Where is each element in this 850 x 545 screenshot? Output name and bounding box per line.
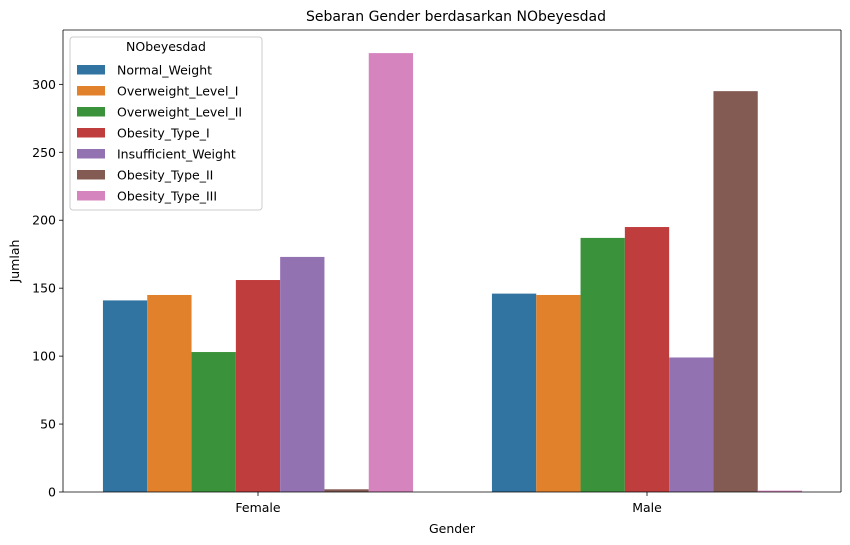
- y-tick-label: 0: [48, 485, 56, 500]
- legend-label-obesity-type-i: Obesity_Type_I: [117, 126, 210, 141]
- bar-obesity-type-iii-male: [757, 490, 803, 492]
- bars-layer: [102, 53, 803, 492]
- y-tick-label: 150: [32, 281, 56, 296]
- y-tick-label: 250: [32, 145, 56, 160]
- y-tick-label: 100: [32, 349, 56, 364]
- y-tick-label: 300: [32, 77, 56, 92]
- bar-normal-weight-male: [491, 293, 537, 492]
- bar-obesity-type-iii-female: [368, 53, 414, 492]
- legend-label-obesity-type-iii: Obesity_Type_III: [117, 189, 217, 204]
- bar-overweight-level-i-female: [147, 294, 192, 492]
- legend-title: NObeyesdad: [126, 39, 206, 54]
- x-tick-label-male: Male: [632, 500, 662, 515]
- bar-obesity-type-i-male: [624, 227, 670, 492]
- bar-obesity-type-i-female: [235, 280, 281, 492]
- y-axis-label: Jumlah: [7, 240, 22, 284]
- legend-label-insufficient-weight: Insufficient_Weight: [117, 147, 236, 162]
- bar-insufficient-weight-male: [669, 357, 714, 492]
- ticks-layer: 0 50 100 150 200 250 300 Female Male: [32, 77, 662, 515]
- legend-label-normal-weight: Normal_Weight: [117, 63, 212, 78]
- legend-swatch-obesity-type-i: [77, 128, 105, 138]
- legend-label-overweight-level-ii: Overweight_Level_II: [117, 105, 242, 120]
- legend-swatch-overweight-level-ii: [77, 107, 105, 117]
- legend-label-obesity-type-ii: Obesity_Type_II: [117, 168, 213, 183]
- bar-obesity-type-ii-male: [713, 91, 758, 492]
- bar-insufficient-weight-female: [280, 256, 325, 492]
- axes-layer: [62, 29, 842, 493]
- y-tick-label: 200: [32, 213, 56, 228]
- chart-title: Sebaran Gender berdasarkan NObeyesdad: [306, 9, 606, 25]
- legend-swatch-overweight-level-i: [77, 86, 105, 96]
- legend-swatch-obesity-type-ii: [77, 170, 105, 180]
- legend: NObeyesdad Normal_Weight Overweight_Level_…: [69, 36, 263, 211]
- bar-normal-weight-female: [102, 300, 148, 492]
- bar-overweight-level-ii-female: [191, 352, 236, 492]
- legend-box: [69, 36, 263, 211]
- bar-overweight-level-i-male: [536, 294, 581, 492]
- x-axis-label: Gender: [429, 521, 476, 536]
- x-tick-label-female: Female: [235, 500, 281, 515]
- legend-swatch-obesity-type-iii: [77, 191, 105, 201]
- bar-overweight-level-ii-male: [580, 237, 625, 492]
- legend-label-overweight-level-i: Overweight_Level_I: [117, 84, 238, 99]
- legend-swatch-normal-weight: [77, 65, 105, 75]
- bar-obesity-type-ii-female: [324, 489, 369, 492]
- legend-swatch-insufficient-weight: [77, 149, 105, 159]
- y-tick-label: 50: [40, 417, 56, 432]
